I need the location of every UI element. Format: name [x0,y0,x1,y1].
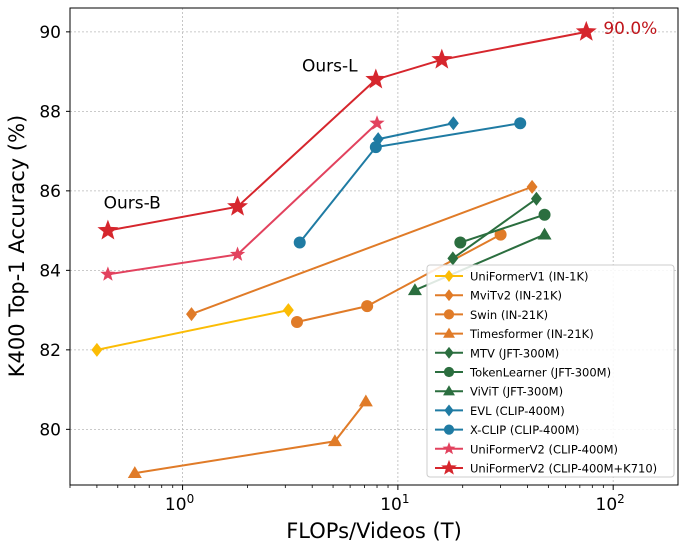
data-point [372,132,384,147]
series-line [377,122,454,141]
y-tick-label: 88 [39,102,61,122]
data-point [431,48,453,69]
legend-label: MviTv2 (IN-21K) [470,289,562,303]
legend: UniFormerV1 (IN-1K) MviTv2 (IN-21K) Swin (… [426,264,675,478]
ticks: 80 82 84 86 88 90 100 101 102 [39,23,624,515]
data-point [227,195,248,216]
legend-label: UniFormerV2 (CLIP-400M) [470,442,618,456]
y-tick-label: 82 [39,341,61,361]
legend-item: UniFormerV1 (IN-1K) [435,270,589,284]
series-evl-clip-400m [372,116,459,147]
series-timesformer-in-21k [127,394,373,478]
series-mvitv2-in-21k [186,179,538,322]
annotation-label: Ours-L [302,57,358,77]
legend-label: Timesformer (IN-21K) [469,327,594,341]
data-point [97,219,119,240]
legend-item: Swin (IN-21K) [435,308,548,322]
data-point [91,342,103,357]
data-point [494,228,507,241]
data-point [443,309,455,320]
legend-item: UniFormerV2 (CLIP-400M+K710) [435,459,657,476]
data-point [443,424,455,435]
x-tick-label: 101 [380,492,409,515]
series-line [452,197,538,260]
legend-label: MTV (JFT-300M) [470,346,559,360]
data-point [358,394,373,407]
legend-item: Timesformer (IN-21K) [435,327,594,341]
data-point [186,307,197,322]
data-point [444,404,454,417]
series-tokenlearner-jft-300m [454,208,551,249]
legend-item: MviTv2 (IN-21K) [435,289,562,303]
data-point [369,115,385,130]
legend-label: TokenLearner (JFT-300M) [469,366,611,380]
series-line [460,213,545,244]
legend-item: EVL (CLIP-400M) [435,404,565,418]
data-point [442,442,456,455]
legend-label: EVL (CLIP-400M) [470,404,565,418]
data-point [538,208,551,221]
data-point [447,116,459,131]
annotations: Ours-L Ours-B 90.0% [104,19,658,214]
data-point [537,227,552,240]
series-mtv-jft-300m [447,191,542,266]
series-uniformerv2-clip-400m [100,115,385,281]
series-line [298,122,521,244]
y-tick-label: 90 [39,23,61,43]
data-point [282,303,294,318]
legend-label: UniFormerV1 (IN-1K) [470,270,589,284]
data-point [365,68,387,89]
legend-item: X-CLIP (CLIP-400M) [435,423,579,437]
data-point [407,283,422,296]
data-point [441,459,457,475]
legend-item: TokenLearner (JFT-300M) [435,366,611,380]
series-uniformerv1-in-1k [91,303,294,357]
data-point [444,270,454,282]
data-point [127,466,142,478]
x-tick-label: 100 [165,492,194,515]
y-tick-label: 86 [39,182,61,202]
legend-box [426,264,675,478]
annotation-label: 90.0% [603,19,657,39]
legend-item: UniFormerV2 (CLIP-400M) [435,442,618,456]
data-point [514,117,527,130]
y-tick-label: 80 [39,420,61,440]
series-line [191,185,533,316]
data-point [369,141,382,154]
data-point [530,191,542,206]
annotation-label: Ours-B [104,194,161,214]
legend-label: Swin (IN-21K) [470,308,548,322]
data-point [443,366,455,378]
legend-item: MTV (JFT-300M) [435,346,559,360]
data-point [291,316,304,329]
data-point [444,346,454,359]
x-axis-title: FLOPs/Videos (T) [286,519,462,543]
data-point [443,385,455,396]
series-uniformerv2-clip-400m-k710 [97,20,597,240]
series-layer [91,20,597,478]
data-point [443,327,455,338]
legend-label: ViViT (JFT-300M) [470,385,563,399]
data-point [100,266,116,281]
y-tick-label: 84 [39,261,61,281]
data-point [327,434,342,447]
data-point [575,20,597,41]
y-axis-title: K400 Top-1 Accuracy (%) [5,115,29,377]
data-point [454,236,467,249]
series-line [96,309,289,351]
plot-frame [69,7,679,486]
legend-label: X-CLIP (CLIP-400M) [470,423,579,437]
data-point [293,236,306,249]
data-point [361,300,374,313]
data-point [526,179,538,194]
x-tick-label: 102 [596,492,625,515]
series-line [134,400,367,475]
data-point [444,289,454,302]
series-x-clip-clip-400m [293,117,527,249]
data-point [447,251,459,266]
legend-item: ViViT (JFT-300M) [435,385,563,399]
legend-label: UniFormerV2 (CLIP-400M+K710) [470,462,657,476]
data-point [229,246,246,261]
